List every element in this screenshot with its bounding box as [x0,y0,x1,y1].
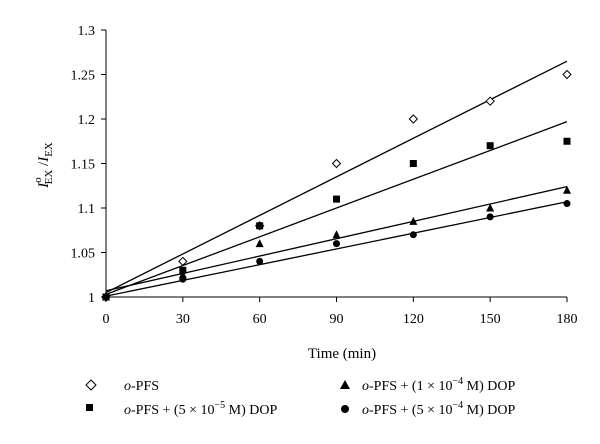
data-point-series-1 [485,96,495,106]
data-point-series-3 [409,216,418,225]
data-point-series-2 [563,137,571,145]
data-point-series-2 [409,160,417,167]
fit-lines [105,60,568,297]
svg-text:o-PFS: o-PFS [124,379,159,394]
fit-line-series-1 [105,60,568,294]
y-tick-label: 1.05 [71,247,96,262]
legend-1-rest: -PFS [131,379,159,394]
legend-3-prefix: o [362,379,369,394]
x-axis-label: Time (min) [308,346,376,362]
y-tick-label: 1.1 [78,202,96,217]
legend-4-prefix: o [362,403,369,418]
svg-text:IoEX /IEX: IoEX /IEX [32,142,55,189]
legend-item-3: o-PFS + (1 × 10−4 M) DOP [340,376,515,394]
svg-text:o-PFS + (5 × 10−4 M) DOP: o-PFS + (5 × 10−4 M) DOP [362,400,515,418]
legend-marker-filled-triangle [340,380,350,389]
data-point-series-1 [408,114,419,124]
data-point-series-4 [333,240,340,248]
y-axis-label: IoEX /IEX [32,142,55,189]
legend-item-2: o-PFS + (5 × 10−5 M) DOP [86,400,277,418]
data-point-series-1 [562,69,572,80]
data-point-series-3 [178,270,187,279]
legend-4-rest: -PFS + (5 × 10 [369,403,452,418]
x-tick-label: 0 [103,312,110,327]
legend-item-1: o-PFS [85,379,159,394]
data-point-series-1 [178,256,188,267]
y-axis-ticks: 1 1.05 1.1 1.15 1.2 1.25 1.3 [71,24,106,306]
data-point-series-3 [255,239,264,248]
data-point-series-3 [486,203,495,212]
legend-3-sup: −4 [452,376,463,387]
y-tick-label: 1.25 [71,69,96,84]
legend-2-prefix: o [124,403,131,418]
legend-marker-filled-circle [341,405,349,413]
x-tick-label: 60 [253,312,267,327]
y-tick-label: 1 [88,291,95,306]
y-tick-label: 1.15 [71,158,96,173]
data-point-series-3 [332,230,341,239]
data-point-series-4 [409,231,417,239]
data-point-series-4 [486,213,494,221]
legend-4-sup: −4 [452,400,463,411]
legend-2-rest: -PFS + (5 × 10 [131,403,214,418]
x-tick-label: 30 [176,312,190,327]
legend-3-rest: -PFS + (1 × 10 [369,379,452,394]
x-tick-label: 180 [557,312,578,327]
data-point-series-4 [563,200,571,208]
legend-2-sup: −5 [214,400,225,411]
svg-text:o-PFS + (1 × 10−4 M) DOP: o-PFS + (1 × 10−4 M) DOP [362,376,515,394]
y-label-sep: / [36,161,52,170]
x-tick-label: 90 [330,312,344,327]
y-label-main: I [36,182,52,189]
y-tick-label: 1.3 [78,24,96,39]
legend-marker-filled-square [86,404,93,411]
legend-1-prefix: o [124,379,131,394]
legend-marker-open-diamond [85,379,97,391]
y-tick-label: 1.2 [78,113,96,128]
legend-item-4: o-PFS + (5 × 10−4 M) DOP [341,400,515,418]
y-label-sup: o [32,177,44,183]
x-tick-label: 120 [403,312,424,327]
y-label-sub: EX [43,170,55,185]
x-axis-ticks: 0 30 60 90 120 150 180 [103,297,578,327]
legend-3-tail: M) DOP [463,379,515,394]
data-point-series-4 [102,293,110,301]
data-point-series-2 [256,222,264,230]
data-point-series-1 [331,158,342,169]
data-point-series-3 [563,185,571,194]
data-point-series-4 [179,275,187,283]
data-point-series-4 [256,257,264,265]
fit-line-series-4 [105,201,568,297]
legend-2-tail: M) DOP [225,403,277,418]
data-point-series-2 [333,195,340,203]
fit-line-series-2 [105,121,568,295]
x-tick-label: 150 [480,312,501,327]
y-label-sub2: EX [43,142,55,157]
data-markers [101,69,572,302]
data-point-series-2 [486,142,494,150]
y-label-main2: I [36,156,52,163]
legend-4-tail: M) DOP [463,403,515,418]
svg-text:o-PFS + (5 × 10−5 M) DOP: o-PFS + (5 × 10−5 M) DOP [124,400,277,418]
legend: o-PFS o-PFS + (5 × 10−5 M) DOP o-PFS + (… [85,376,515,418]
